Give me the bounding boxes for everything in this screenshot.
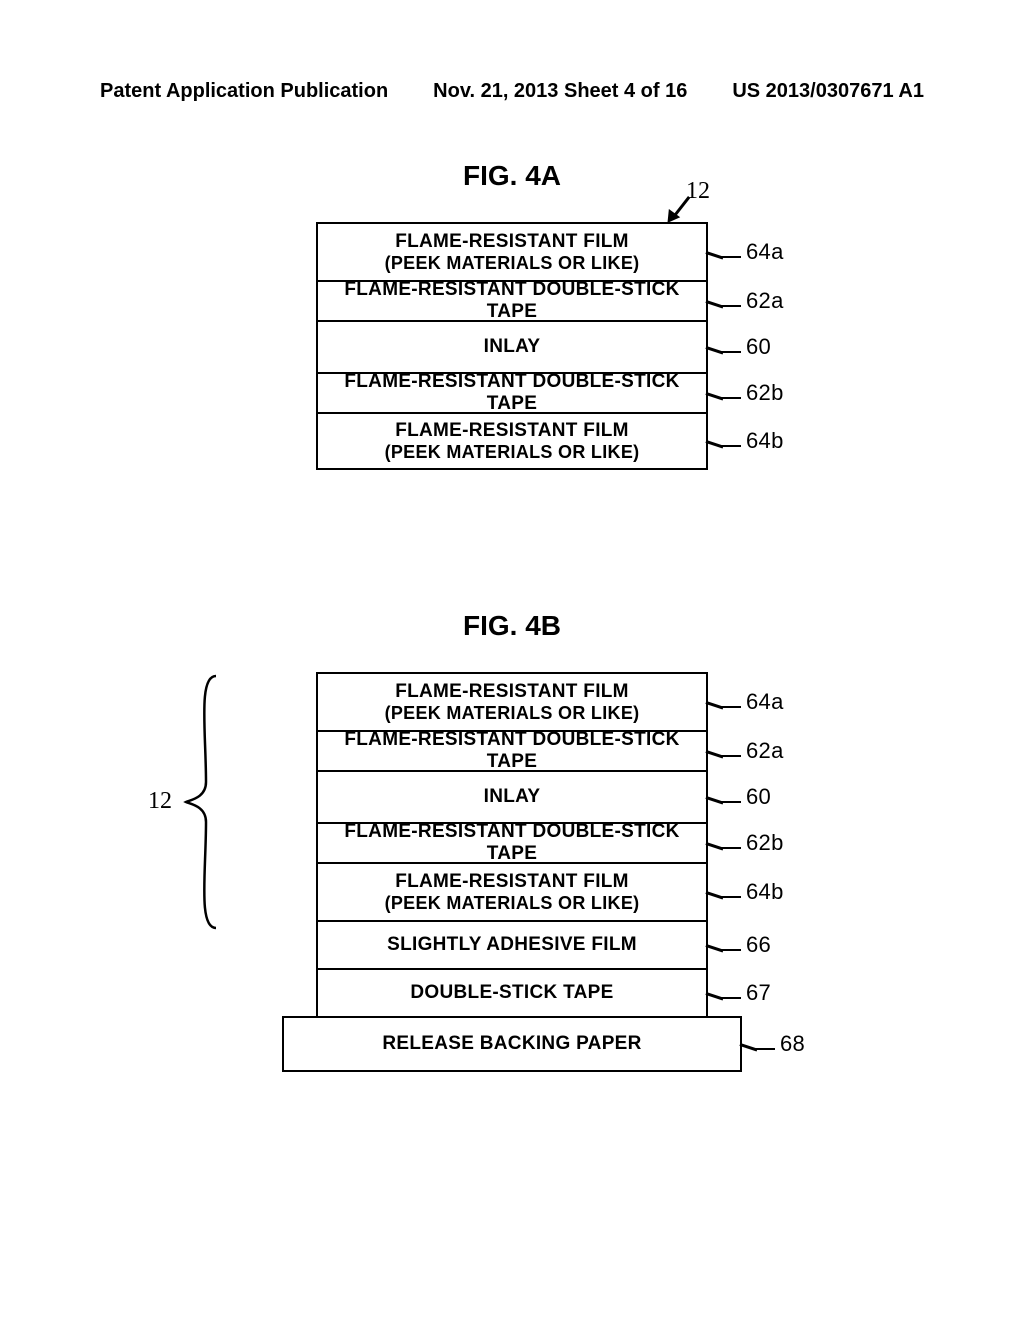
ref-label: 60 xyxy=(746,784,771,810)
header-center: Nov. 21, 2013 Sheet 4 of 16 xyxy=(433,80,687,103)
layer-sublabel: (PEEK MATERIALS OR LIKE) xyxy=(385,253,640,274)
ref-label: 62a xyxy=(746,288,784,314)
layer: FLAME-RESISTANT DOUBLE-STICK TAPE62a xyxy=(316,730,708,770)
lead-line: 64a xyxy=(706,239,784,265)
ref-label: 64b xyxy=(746,428,784,454)
lead-tick-icon xyxy=(706,432,740,450)
ref-label: 64b xyxy=(746,879,784,905)
layer-stack-4a: 12 FLAME-RESISTANT FILM(PEEK MATERIALS O… xyxy=(316,222,708,470)
header-right: US 2013/0307671 A1 xyxy=(732,80,924,103)
ref-label: 67 xyxy=(746,980,771,1006)
layer-label: SLIGHTLY ADHESIVE FILM xyxy=(387,934,637,956)
lead-line: 60 xyxy=(706,784,771,810)
layer: DOUBLE-STICK TAPE67 xyxy=(316,968,708,1016)
layer-label: FLAME-RESISTANT DOUBLE-STICK TAPE xyxy=(318,729,706,773)
brace-icon xyxy=(178,672,228,932)
header-left: Patent Application Publication xyxy=(100,80,388,103)
layer: FLAME-RESISTANT DOUBLE-STICK TAPE62b xyxy=(316,372,708,412)
layer-label: FLAME-RESISTANT FILM xyxy=(395,681,629,703)
ref-label: 60 xyxy=(746,334,771,360)
ref-label: 62a xyxy=(746,738,784,764)
lead-line: 64a xyxy=(706,689,784,715)
layer: SLIGHTLY ADHESIVE FILM66 xyxy=(316,920,708,968)
lead-tick-icon xyxy=(706,788,740,806)
ref-label: 68 xyxy=(780,1031,805,1057)
layer-label: FLAME-RESISTANT DOUBLE-STICK TAPE xyxy=(318,821,706,865)
layer: FLAME-RESISTANT FILM(PEEK MATERIALS OR L… xyxy=(316,862,708,920)
layer-label: DOUBLE-STICK TAPE xyxy=(410,982,613,1004)
ref-label: 64a xyxy=(746,239,784,265)
lead-tick-icon xyxy=(706,984,740,1002)
figure-4a-title: FIG. 4A xyxy=(0,160,1024,192)
layer: FLAME-RESISTANT FILM(PEEK MATERIALS OR L… xyxy=(316,672,708,730)
lead-line: 60 xyxy=(706,334,771,360)
layer-label: RELEASE BACKING PAPER xyxy=(382,1033,641,1055)
layer-sublabel: (PEEK MATERIALS OR LIKE) xyxy=(385,703,640,724)
lead-line: 68 xyxy=(740,1031,805,1057)
lead-tick-icon xyxy=(706,883,740,901)
lead-line: 62a xyxy=(706,288,784,314)
layer-label: FLAME-RESISTANT FILM xyxy=(395,871,629,893)
lead-tick-icon xyxy=(706,243,740,261)
layer: INLAY60 xyxy=(316,320,708,372)
figure-4b: FIG. 4B FLAME-RESISTANT FILM(PEEK MATERI… xyxy=(0,610,1024,1072)
lead-line: 64b xyxy=(706,428,784,454)
lead-line: 62a xyxy=(706,738,784,764)
lead-line: 62b xyxy=(706,830,784,856)
lead-tick-icon xyxy=(706,292,740,310)
layer: RELEASE BACKING PAPER68 xyxy=(282,1016,742,1072)
layer: FLAME-RESISTANT DOUBLE-STICK TAPE62b xyxy=(316,822,708,862)
lead-tick-icon xyxy=(706,742,740,760)
ref-label: 62b xyxy=(746,380,784,406)
lead-tick-icon xyxy=(740,1035,774,1053)
lead-tick-icon xyxy=(706,834,740,852)
figure-4b-title: FIG. 4B xyxy=(0,610,1024,642)
lead-tick-icon xyxy=(706,338,740,356)
lead-tick-icon xyxy=(706,693,740,711)
doc-header: Patent Application Publication Nov. 21, … xyxy=(0,80,1024,103)
layer-label: FLAME-RESISTANT DOUBLE-STICK TAPE xyxy=(318,371,706,415)
layer: FLAME-RESISTANT FILM(PEEK MATERIALS OR L… xyxy=(316,222,708,280)
ref-label: 64a xyxy=(746,689,784,715)
ref-label: 62b xyxy=(746,830,784,856)
ref-label: 66 xyxy=(746,932,771,958)
layer-sublabel: (PEEK MATERIALS OR LIKE) xyxy=(385,442,640,463)
lead-line: 64b xyxy=(706,879,784,905)
lead-tick-icon xyxy=(706,384,740,402)
layer: FLAME-RESISTANT DOUBLE-STICK TAPE62a xyxy=(316,280,708,320)
layer-label: FLAME-RESISTANT DOUBLE-STICK TAPE xyxy=(318,279,706,323)
layer-label: FLAME-RESISTANT FILM xyxy=(395,231,629,253)
layer-label: FLAME-RESISTANT FILM xyxy=(395,420,629,442)
brace-label-12: 12 xyxy=(148,788,172,815)
layer-stack-4b: FLAME-RESISTANT FILM(PEEK MATERIALS OR L… xyxy=(316,672,708,1072)
layer-sublabel: (PEEK MATERIALS OR LIKE) xyxy=(385,893,640,914)
lead-line: 66 xyxy=(706,932,771,958)
lead-line: 67 xyxy=(706,980,771,1006)
layer-label: INLAY xyxy=(484,786,541,808)
layer: INLAY60 xyxy=(316,770,708,822)
lead-line: 62b xyxy=(706,380,784,406)
layer: FLAME-RESISTANT FILM(PEEK MATERIALS OR L… xyxy=(316,412,708,470)
figure-4a: FIG. 4A 12 FLAME-RESISTANT FILM(PEEK MAT… xyxy=(0,160,1024,470)
layer-label: INLAY xyxy=(484,336,541,358)
lead-tick-icon xyxy=(706,936,740,954)
